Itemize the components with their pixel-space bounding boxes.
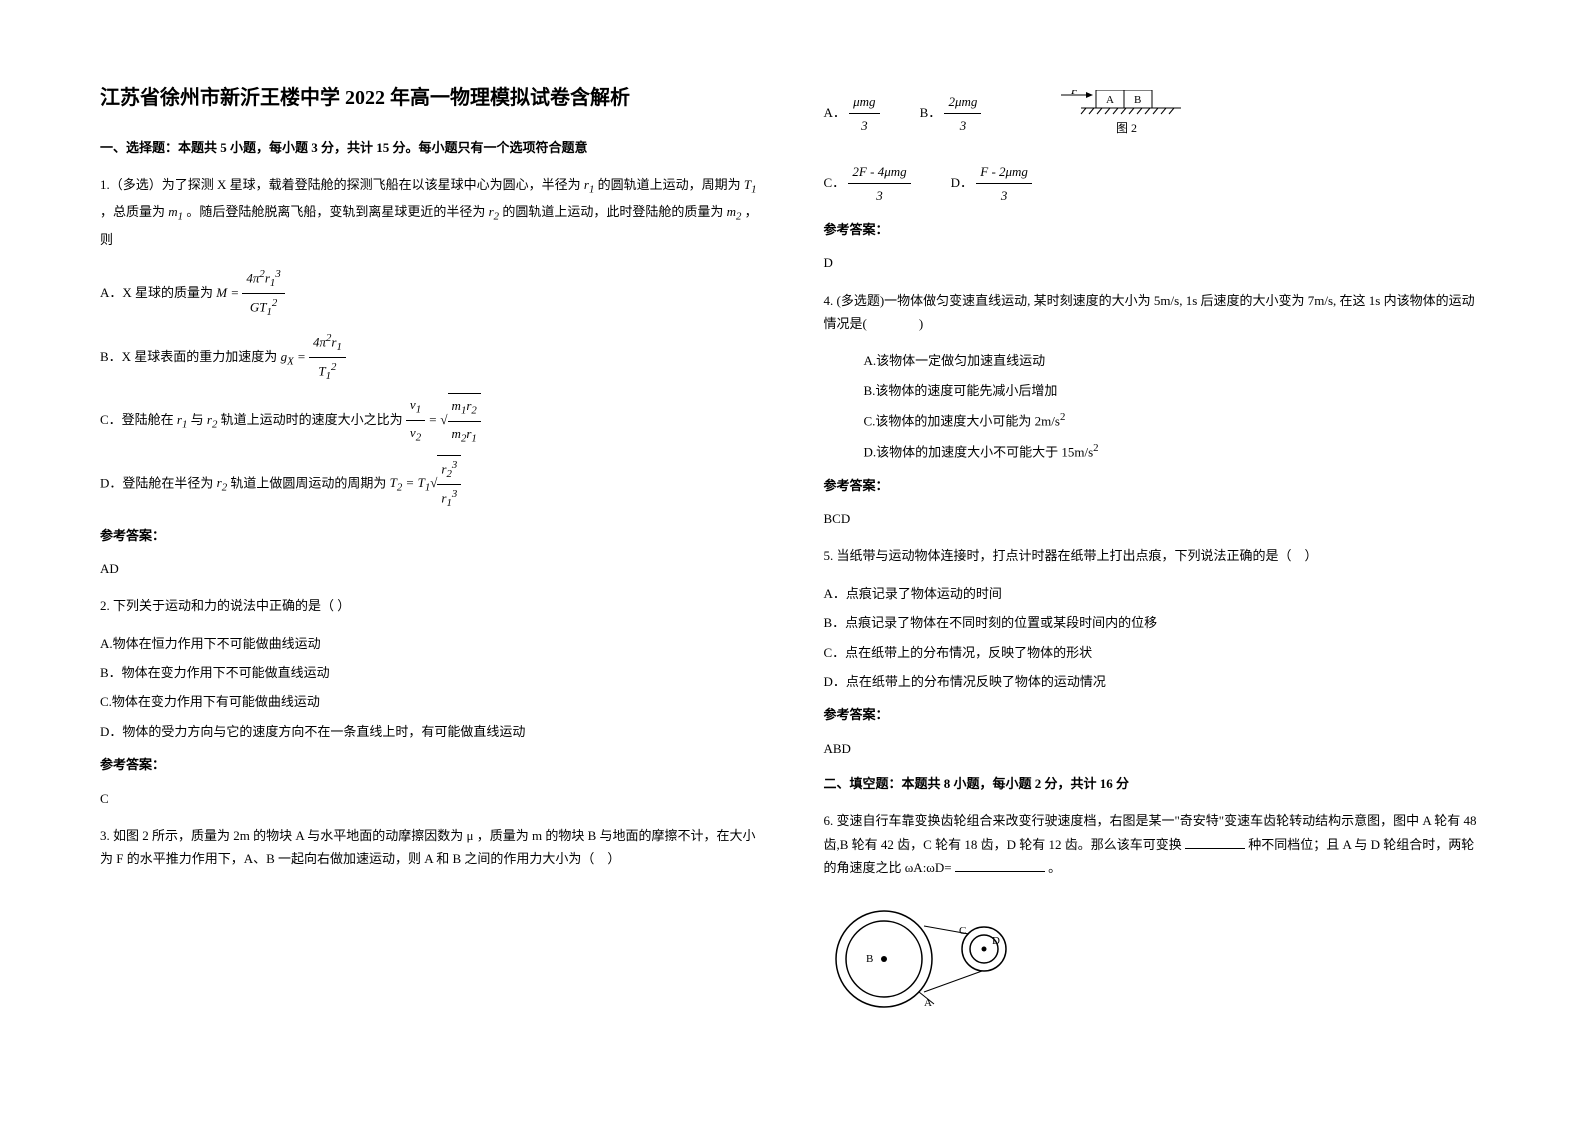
q2-option-a: A.物体在恒力作用下不可能做曲线运动 xyxy=(100,632,764,655)
question-1: 1.（多选）为了探测 X 星球，载着登陆舱的探测飞船在以该星球中心为圆心，半径为… xyxy=(100,173,764,251)
q3-option-a: A． μmg3 xyxy=(824,90,880,150)
q4-answer: BCD xyxy=(824,507,1488,530)
q3-option-b: B． 2μmg3 xyxy=(920,90,982,150)
q3-optB-label: B． xyxy=(920,105,942,120)
q4-option-d: D.该物体的加速度大小不可能大于 15m/s2 xyxy=(864,439,1488,464)
q1-optC-formula: v1v2 = √m1r2m2r1 xyxy=(406,412,481,427)
q4-option-c: C.该物体的加速度大小可能为 2m/s2 xyxy=(864,408,1488,433)
q2-option-c: C.物体在变力作用下有可能做曲线运动 xyxy=(100,690,764,713)
q4-stem: 4. (多选题)一物体做匀变速直线运动, 某时刻速度的大小为 5m/s, 1s … xyxy=(824,289,1488,336)
q1-stem-d: 。随后登陆舱脱离飞船，变轨到离星球更近的半径为 xyxy=(186,204,485,219)
q2-option-b: B．物体在变力作用下不可能做直线运动 xyxy=(100,661,764,684)
left-column: 江苏省徐州市新沂王楼中学 2022 年高一物理模拟试卷含解析 一、选择题：本题共… xyxy=(100,80,764,1042)
q5-option-b: B．点痕记录了物体在不同时刻的位置或某段时间内的位移 xyxy=(824,611,1488,634)
q1-optA-formula: M = 4π2r13GT12 xyxy=(216,285,284,300)
q1-optC-text: C．登陆舱在 xyxy=(100,412,174,427)
section1-heading: 一、选择题：本题共 5 小题，每小题 3 分，共计 15 分。每小题只有一个选项… xyxy=(100,136,764,159)
question-6: 6. 变速自行车靠变换齿轮组合来改变行驶速度档，右图是某一"奇安特"变速车齿轮转… xyxy=(824,809,1488,879)
q3-fig-label: 图 2 xyxy=(1116,121,1137,135)
q1-stem-c: ，总质量为 xyxy=(100,204,165,219)
q5-stem: 5. 当纸带与运动物体连接时，打点计时器在纸带上打出点痕，下列说法正确的是（ ） xyxy=(824,544,1488,567)
q3-optD-formula: F - 2μmg3 xyxy=(976,160,1032,208)
q2-stem: 2. 下列关于运动和力的说法中正确的是（ ） xyxy=(100,594,764,617)
q4-answer-label: 参考答案： xyxy=(824,474,1488,497)
q3-optD-label: D． xyxy=(951,175,973,190)
q1-answer-label: 参考答案： xyxy=(100,524,764,547)
q3-options-row2: C． 2F - 4μmg3 D． F - 2μmg3 xyxy=(824,160,1488,208)
section2-heading: 二、填空题：本题共 8 小题，每小题 2 分，共计 16 分 xyxy=(824,772,1488,795)
q3-optB-formula: 2μmg3 xyxy=(944,90,981,138)
q1-stem-b: 的圆轨道上运动，周期为 xyxy=(598,177,741,192)
q6-stem3: 。 xyxy=(1048,860,1061,875)
q3-optC-formula: 2F - 4μmg3 xyxy=(848,160,910,208)
q5-option-a: A．点痕记录了物体运动的时间 xyxy=(824,582,1488,605)
q4-optD-text: D.该物体的加速度大小不可能大于 15m/s xyxy=(864,444,1094,459)
q1-optB-formula: gX = 4π2r1T12 xyxy=(281,349,346,364)
q3-diagram-icon: F A B 图 2 xyxy=(1021,90,1181,150)
q3-option-d: D． F - 2μmg3 xyxy=(951,160,1032,208)
q3-answer-label: 参考答案： xyxy=(824,218,1488,241)
q1-stem-e: 的圆轨道上运动，此时登陆舱的质量为 xyxy=(502,204,723,219)
q3-fig-F: F xyxy=(1070,90,1079,97)
q1-r2b: r2 xyxy=(207,412,217,427)
q3-answer: D xyxy=(824,251,1488,274)
q6-gear-C: C xyxy=(959,925,966,937)
q6-gear-D: D xyxy=(992,935,1000,947)
q6-gear-diagram: B A C D xyxy=(824,894,1044,1024)
q4-optC-text: C.该物体的加速度大小可能为 2m/s xyxy=(864,413,1060,428)
q3-option-c: C． 2F - 4μmg3 xyxy=(824,160,911,208)
q5-answer: ABD xyxy=(824,737,1488,760)
q1-optD-text: D．登陆舱在半径为 xyxy=(100,475,213,490)
q3-figure: F A B 图 2 xyxy=(1021,90,1181,150)
q4-option-a: A.该物体一定做匀加速直线运动 xyxy=(864,349,1488,372)
q5-option-c: C．点在纸带上的分布情况，反映了物体的形状 xyxy=(824,641,1488,664)
q1-r1: r1 xyxy=(584,177,594,192)
q1-optD-formula: T2 = T1√r23r13 xyxy=(390,475,462,490)
q5-answer-label: 参考答案： xyxy=(824,703,1488,726)
q3-optC-label: C． xyxy=(824,175,846,190)
q1-optC-mid: 与 xyxy=(191,412,204,427)
q1-r1b: r1 xyxy=(177,412,187,427)
q3-options-row1: A． μmg3 B． 2μmg3 F A B xyxy=(824,90,1488,150)
q1-option-d: D．登陆舱在半径为 r2 轨道上做圆周运动的周期为 T2 = T1√r23r13 xyxy=(100,455,764,514)
q1-r2: r2 xyxy=(489,204,499,219)
q1-option-b: B．X 星球表面的重力加速度为 gX = 4π2r1T12 xyxy=(100,329,764,387)
q1-optB-text: B．X 星球表面的重力加速度为 xyxy=(100,349,277,364)
q6-blank2 xyxy=(955,859,1045,872)
q4-sq2: 2 xyxy=(1093,442,1098,454)
q2-answer: C xyxy=(100,787,764,810)
q1-answer: AD xyxy=(100,557,764,580)
q1-optA-text: A．X 星球的质量为 xyxy=(100,285,213,300)
q6-blank1 xyxy=(1185,836,1245,849)
q1-r2c: r2 xyxy=(217,475,227,490)
q2-option-d: D．物体的受力方向与它的速度方向不在一条直线上时，有可能做直线运动 xyxy=(100,720,764,743)
q1-stem-a: 1.（多选）为了探测 X 星球，载着登陆舱的探测飞船在以该星球中心为圆心，半径为 xyxy=(100,177,581,192)
right-column: A． μmg3 B． 2μmg3 F A B xyxy=(824,80,1488,1042)
q4-sq1: 2 xyxy=(1060,411,1065,423)
q1-m2: m2 xyxy=(727,204,742,219)
page-title: 江苏省徐州市新沂王楼中学 2022 年高一物理模拟试卷含解析 xyxy=(100,80,764,116)
q1-m1: m1 xyxy=(168,204,183,219)
q1-T1: T1 xyxy=(744,177,757,192)
q3-optA-label: A． xyxy=(824,105,846,120)
q2-answer-label: 参考答案： xyxy=(100,753,764,776)
q3-fig-A: A xyxy=(1106,94,1114,106)
q6-gear-B: B xyxy=(866,953,873,965)
q4-option-b: B.该物体的速度可能先减小后增加 xyxy=(864,379,1488,402)
q3-fig-B: B xyxy=(1134,94,1141,106)
q3-stem: 3. 如图 2 所示，质量为 2m 的物块 A 与水平地面的动摩擦因数为 μ ，… xyxy=(100,824,764,871)
q1-optD-end: 轨道上做圆周运动的周期为 xyxy=(230,475,386,490)
q1-option-a: A．X 星球的质量为 M = 4π2r13GT12 xyxy=(100,265,764,323)
q5-option-d: D．点在纸带上的分布情况反映了物体的运动情况 xyxy=(824,670,1488,693)
q1-optC-end: 轨道上运动时的速度大小之比为 xyxy=(221,412,403,427)
q1-option-c: C．登陆舱在 r1 与 r2 轨道上运动时的速度大小之比为 v1v2 = √m1… xyxy=(100,393,764,449)
q3-optA-formula: μmg3 xyxy=(849,90,879,138)
